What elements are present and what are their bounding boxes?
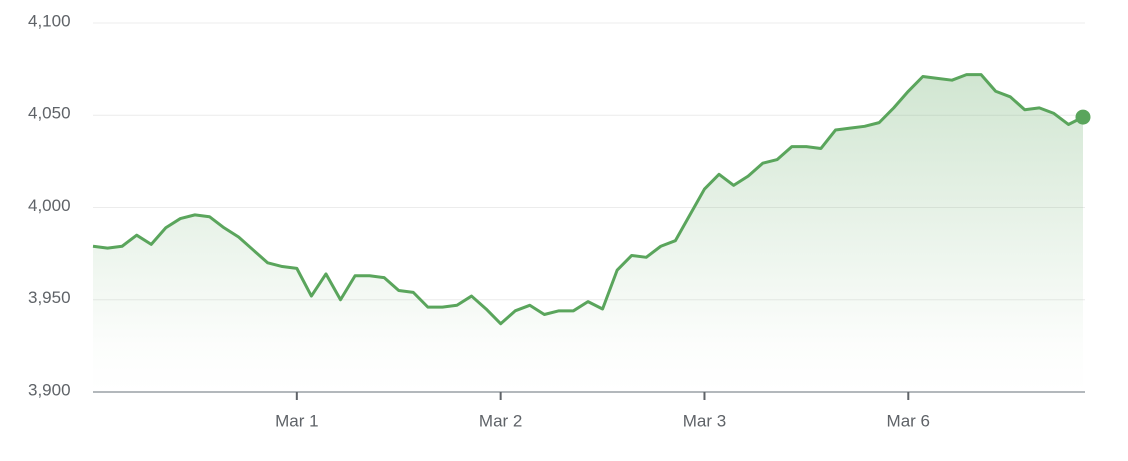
y-tick-label: 4,100 bbox=[28, 11, 71, 30]
x-tick-label: Mar 3 bbox=[683, 411, 726, 430]
y-tick-label: 4,000 bbox=[28, 196, 71, 215]
y-tick-label: 3,900 bbox=[28, 380, 71, 399]
line bbox=[92, 73, 1084, 326]
y-tick-label: 4,050 bbox=[28, 104, 71, 123]
area bbox=[93, 74, 1083, 392]
x-tick-label: Mar 6 bbox=[887, 411, 930, 430]
x-tick-label: Mar 2 bbox=[479, 411, 522, 430]
y-tick-label: 3,950 bbox=[28, 288, 71, 307]
x-tick-label: Mar 1 bbox=[275, 411, 318, 430]
end-dot bbox=[1075, 109, 1091, 125]
